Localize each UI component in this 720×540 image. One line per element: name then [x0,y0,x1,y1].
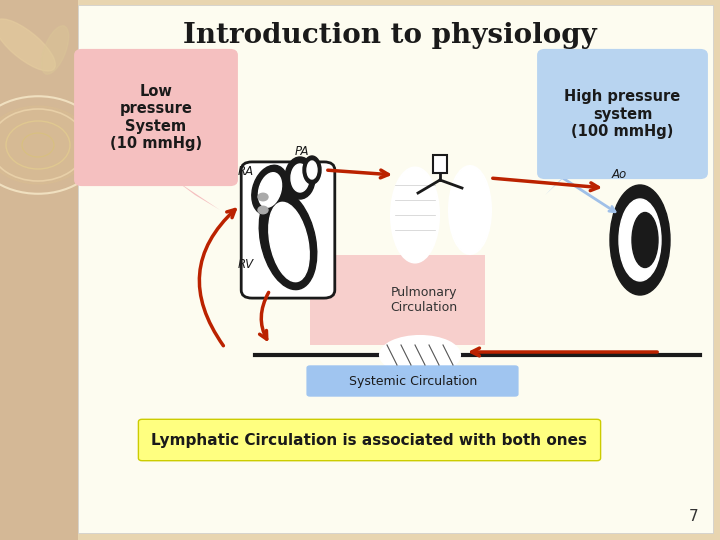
FancyBboxPatch shape [78,5,713,533]
FancyBboxPatch shape [538,50,707,178]
Ellipse shape [285,157,315,199]
Ellipse shape [380,336,460,374]
Ellipse shape [307,161,317,179]
Text: Ao: Ao [612,168,627,181]
Text: 7: 7 [688,509,698,524]
Text: Systemic Circulation: Systemic Circulation [349,375,477,388]
Polygon shape [175,180,220,210]
Ellipse shape [391,167,439,262]
Text: Introduction to physiology: Introduction to physiology [183,22,597,49]
Text: PA: PA [295,145,310,158]
FancyArrowPatch shape [557,174,615,212]
Text: Pulmonary
Circulation: Pulmonary Circulation [390,286,457,314]
Circle shape [258,206,268,214]
Ellipse shape [619,199,661,281]
FancyBboxPatch shape [0,0,78,540]
Text: RA: RA [238,165,254,178]
FancyBboxPatch shape [138,419,600,461]
Ellipse shape [0,19,55,71]
Ellipse shape [303,156,321,184]
FancyBboxPatch shape [433,155,447,173]
FancyBboxPatch shape [241,162,335,298]
Text: RV: RV [238,258,254,271]
Ellipse shape [449,166,491,254]
Ellipse shape [291,164,309,192]
FancyBboxPatch shape [307,365,518,397]
Ellipse shape [632,213,658,267]
Ellipse shape [252,165,288,215]
FancyBboxPatch shape [310,255,485,345]
Ellipse shape [269,202,309,282]
Ellipse shape [259,191,317,289]
Text: Lymphatic Circulation is associated with both ones: Lymphatic Circulation is associated with… [151,433,588,448]
Ellipse shape [258,173,282,207]
Ellipse shape [41,26,68,74]
Text: High pressure
system
(100 mmHg): High pressure system (100 mmHg) [564,89,680,139]
Polygon shape [545,172,570,195]
Circle shape [0,106,90,184]
Text: Low
pressure
System
(10 mmHg): Low pressure System (10 mmHg) [110,84,202,151]
Ellipse shape [610,185,670,295]
FancyBboxPatch shape [75,50,237,185]
Circle shape [258,193,268,201]
